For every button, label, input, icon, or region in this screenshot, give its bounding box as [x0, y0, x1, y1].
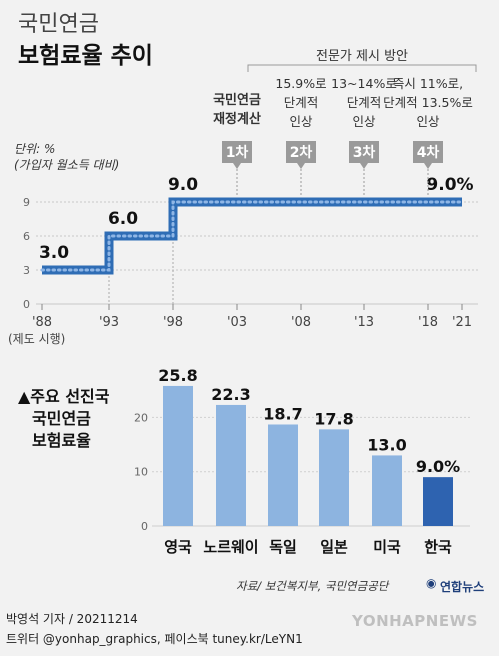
annotation-text: 단계적 [347, 95, 382, 110]
yonhap-logo-icon: ◉ [426, 576, 437, 590]
bar-category-label: 영국 [164, 538, 192, 556]
bar-y-tick: 10 [134, 466, 148, 479]
line-chart: 0 3 6 9 '88 '93 '98 '03 '08 '13 '18 '21 (제도 시행) 3.0 6.… [8, 49, 478, 346]
bar-value-label: 22.3 [211, 385, 250, 404]
x-note: (제도 시행) [8, 331, 65, 346]
bar [216, 404, 246, 526]
step-line-dots [40, 200, 464, 272]
x-tick-label: '88 [32, 315, 52, 330]
bar-category-label: 일본 [320, 538, 348, 556]
unit-note: (가입자 월소득 대비) [14, 158, 120, 172]
annotation-text: 15.9%로 [275, 76, 326, 91]
bar-y-tick: 0 [141, 520, 148, 533]
badge-3 [349, 141, 379, 169]
bar-category-label: 독일 [269, 538, 297, 556]
y-tick-label: 3 [23, 264, 30, 277]
badge-2 [286, 141, 316, 169]
badge-1 [222, 141, 252, 169]
page-title: 국민연금 [18, 12, 99, 37]
social-links: 트위터 @yonhap_graphics, 페이스북 tuney.kr/LeYN… [6, 632, 303, 646]
x-tick-label: '93 [99, 315, 119, 330]
annotation-text: 인상 [289, 114, 313, 129]
x-tick-label: '08 [291, 315, 311, 330]
bar [423, 477, 453, 526]
bar-chart-title: 국민연금 [32, 409, 91, 428]
bar-y-tick: 20 [134, 411, 148, 424]
annotation-text: 인상 [352, 114, 376, 129]
x-tick-label: '03 [227, 315, 247, 330]
annotation-text: 인상 [416, 114, 440, 129]
bar-value-label: 25.8 [158, 366, 197, 385]
page-subtitle: 보험료율 추이 [18, 43, 153, 69]
y-tick-label: 6 [23, 230, 30, 243]
annotation-text: 재정계산 [213, 111, 261, 127]
data-label: 9.0 [168, 175, 198, 195]
annotation-text: 13~14%로 [331, 76, 397, 91]
bar-value-label: 18.7 [263, 404, 302, 423]
data-label: 6.0 [108, 209, 138, 229]
annotation-text: 단계적 [284, 95, 319, 110]
x-tick-label: '98 [163, 315, 183, 330]
x-tick-label: '13 [354, 315, 374, 330]
badge-label: 3차 [353, 145, 376, 161]
badge-label: 2차 [290, 145, 313, 161]
group-label: 전문가 제시 방안 [316, 49, 408, 64]
annotation-text: 국민연금 [213, 92, 261, 108]
data-label: 3.0 [39, 243, 69, 263]
annotation-text: 단계적 13.5%로 [383, 95, 473, 110]
y-tick-label: 9 [23, 196, 30, 209]
bar-category-label: 한국 [424, 538, 452, 556]
watermark: YONHAPNEWS [352, 612, 478, 630]
bar-value-label: 17.8 [314, 409, 353, 428]
badge-label: 1차 [226, 145, 249, 161]
bar-value-label: 9.0% [416, 457, 460, 476]
badge-4 [413, 141, 443, 169]
bar-chart-title: ▲주요 선진국 [18, 387, 110, 406]
bar [372, 455, 402, 526]
bar [163, 385, 193, 526]
group-bracket [247, 64, 477, 72]
x-tick-label: '18 [418, 315, 438, 330]
x-tick-label: '21 [452, 315, 472, 330]
annotation-text: 즉시 11%로, [393, 76, 463, 91]
bar-chart-title: 보험료율 [32, 431, 91, 450]
yonhap-logo-text: 연합뉴스 [440, 580, 485, 594]
data-label: 9.0% [426, 175, 473, 195]
bar [268, 424, 298, 526]
bar-category-label: 미국 [373, 538, 401, 556]
bar [319, 429, 349, 526]
unit-label: 단위: % [14, 142, 56, 156]
badge-label: 4차 [417, 145, 440, 161]
source-note: 자료/ 보건복지부, 국민연금공단 [236, 579, 389, 593]
bar-category-label: 노르웨이 [203, 538, 258, 556]
byline: 박영석 기자 / 20211214 [6, 612, 138, 626]
y-tick-label: 0 [23, 298, 30, 311]
bar-value-label: 13.0 [367, 435, 406, 454]
